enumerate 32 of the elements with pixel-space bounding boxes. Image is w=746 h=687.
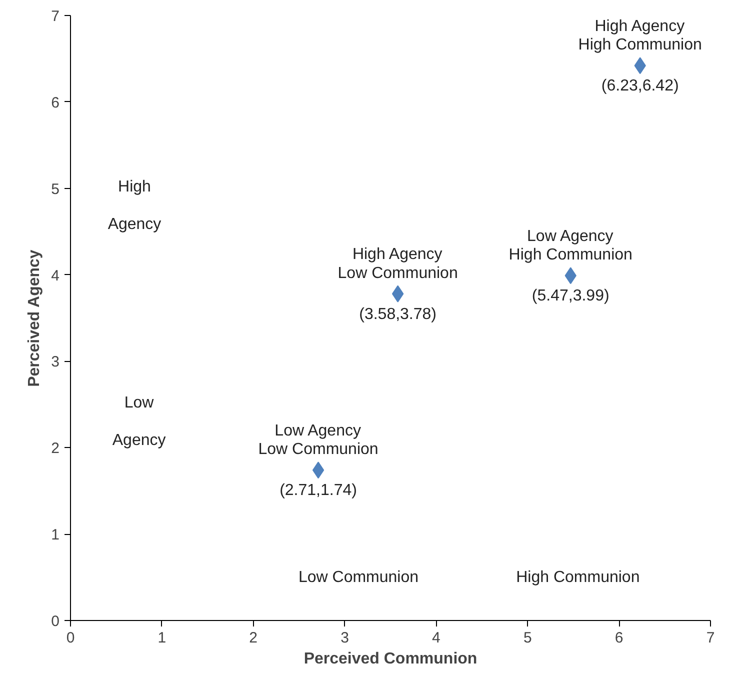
x-axis-title: Perceived Communion [304, 650, 478, 668]
annotation: High Communion [516, 568, 640, 586]
text: High Agency [108, 178, 162, 233]
data-label: (6.23,6.42) [601, 78, 679, 95]
x-tick-label: 5 [523, 630, 532, 646]
y-axis-title: Perceived Agency [26, 250, 44, 387]
data-label: (5.47,3.99) [532, 288, 610, 305]
y-tick-label: 7 [51, 8, 60, 25]
annotation: High Agency Low Communion [338, 246, 458, 282]
data-label: (3.58,3.78) [359, 306, 437, 323]
y-tick-label: 2 [51, 440, 60, 458]
point [312, 462, 324, 479]
y-tick-label: 3 [51, 354, 60, 371]
point [392, 285, 404, 302]
y-tick-label: 0 [51, 613, 60, 630]
y-tick-label: 4 [51, 267, 60, 284]
y-tick-label: 5 [51, 180, 60, 198]
x-tick-label: 0 [66, 630, 75, 646]
data-label: (2.71,1.74) [280, 482, 357, 500]
annotation: Low Communion [298, 568, 419, 586]
x-tick-label: 4 [432, 630, 440, 646]
y-tick-label: 1 [51, 526, 60, 544]
x-tick-label: 6 [614, 630, 624, 646]
text: Low Agency [112, 394, 166, 449]
annotation: High Agency High Communion [578, 18, 702, 54]
y-tick-label: 6 [51, 94, 60, 112]
x-tick-label: 2 [249, 630, 258, 646]
x-tick-label: 7 [706, 630, 715, 646]
annotation: Low Agency Low Communion [258, 422, 378, 458]
annotation: Low Agency High Communion [508, 228, 632, 264]
x-tick-label: 3 [340, 630, 349, 646]
x-tick-label: 1 [158, 630, 166, 646]
